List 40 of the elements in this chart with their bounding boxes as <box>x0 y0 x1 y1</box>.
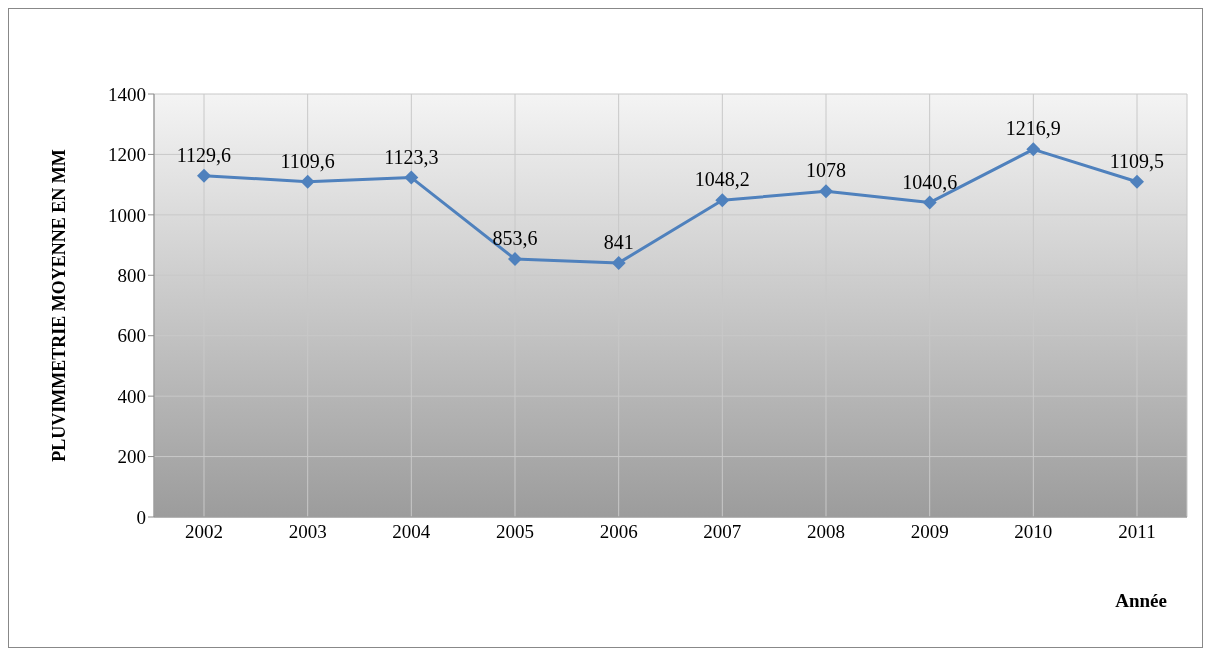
y-tick-label: 1400 <box>108 83 146 105</box>
y-tick-label: 1200 <box>108 144 146 166</box>
y-tick-label: 1000 <box>108 204 146 226</box>
y-tick-label: 400 <box>117 385 146 407</box>
y-tick-label: 800 <box>117 265 146 287</box>
data-label: 1216,9 <box>1005 117 1061 140</box>
x-tick-label: 2005 <box>496 521 534 543</box>
point <box>508 252 522 267</box>
y-tick-label: 600 <box>117 325 146 347</box>
x-tick-label: 2009 <box>910 521 949 543</box>
data-label: 1109,5 <box>1109 149 1165 172</box>
data-label: 1109,6 <box>280 149 335 172</box>
data-label: 1123,3 <box>384 145 439 168</box>
x-tick-label: 2004 <box>392 521 431 543</box>
point <box>1130 174 1144 189</box>
x-tick-label: 2011 <box>1118 521 1156 543</box>
y-tick-label: 0 <box>136 506 146 528</box>
point <box>611 255 626 270</box>
point <box>404 170 419 185</box>
point <box>922 195 937 210</box>
point <box>300 174 315 189</box>
point <box>819 184 833 199</box>
data-label: 1040,6 <box>902 170 958 193</box>
data-label: 1078 <box>806 159 846 182</box>
x-tick-label: 2003 <box>288 521 327 543</box>
data-label: 1129,6 <box>176 143 232 166</box>
y-tick-label: 200 <box>117 446 146 468</box>
x-tick-label: 2007 <box>703 521 742 543</box>
point <box>715 193 730 208</box>
x-tick-label: 2008 <box>807 521 845 543</box>
point <box>197 168 211 183</box>
x-tick-label: 2002 <box>185 521 223 543</box>
data-label: 1048,2 <box>694 168 750 191</box>
data-label: 853,6 <box>492 227 538 250</box>
x-tick-label: 2010 <box>1014 521 1053 543</box>
data-label: 841 <box>603 230 634 253</box>
x-tick-label: 2006 <box>599 521 638 543</box>
y-axis-title: PLUVIMMETRIE MOYENNE EN MM <box>49 149 70 462</box>
x-axis-title: Année <box>1115 590 1167 611</box>
point <box>1026 142 1041 157</box>
